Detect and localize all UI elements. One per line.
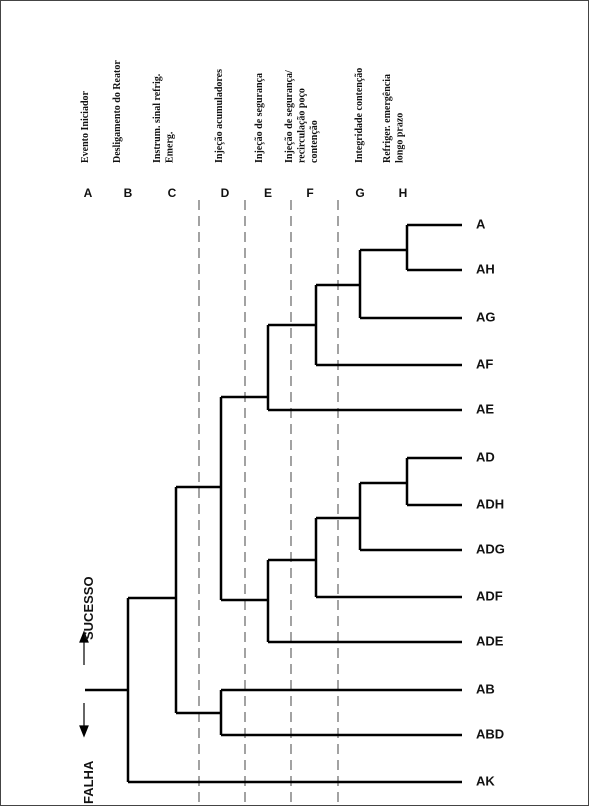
- success-label: SUCESSO: [81, 576, 96, 640]
- outcome-label: ABD: [476, 726, 504, 741]
- column-letter: F: [306, 186, 313, 200]
- column-letter: E: [264, 186, 272, 200]
- outcome-labels: A AH AG AF AE AD ADH ADG ADF ADE AB ABD AK: [476, 216, 505, 788]
- column-header: Refriger. emergência: [382, 74, 393, 163]
- column-header: Injeção de segurança/: [284, 70, 295, 163]
- direction-arrows: [79, 630, 89, 738]
- column-header: longo prazo: [395, 113, 406, 163]
- outcome-label: AF: [476, 356, 493, 371]
- column-header: Injeção de segurança: [254, 73, 265, 163]
- column-header: Emerg.: [165, 131, 176, 163]
- outcome-label: AB: [476, 681, 495, 696]
- column-header: Instrum. sinal refrig.: [152, 73, 163, 163]
- column-header: Injeção acumuladores: [214, 69, 225, 163]
- outcome-label: ADE: [476, 633, 504, 648]
- column-headers: Evento Iniciador A Desligamento do Reator B…: [80, 60, 407, 200]
- outcome-label: AE: [476, 401, 494, 416]
- outcome-label: ADF: [476, 588, 503, 603]
- column-letter: C: [168, 186, 177, 200]
- column-header: recirculação poço: [297, 88, 308, 163]
- column-letter: H: [399, 186, 408, 200]
- column-header: Integridade contenção: [354, 68, 365, 163]
- dashed-dividers: [198, 200, 339, 804]
- column-letter: D: [221, 186, 230, 200]
- column-header: Desligamento do Reator: [112, 60, 123, 163]
- tree-branches: [85, 223, 462, 784]
- column-header: Evento Iniciador: [80, 90, 91, 163]
- column-letter: G: [355, 186, 364, 200]
- outcome-label: AG: [476, 309, 496, 324]
- outcome-label: AH: [476, 261, 495, 276]
- column-header: contenção: [309, 120, 320, 163]
- outcome-label: ADG: [476, 541, 505, 556]
- column-letter: B: [124, 186, 133, 200]
- outcome-label: ADH: [476, 496, 504, 511]
- outcome-label: AD: [476, 449, 495, 464]
- failure-label: FALHA: [81, 760, 96, 804]
- outcome-label: A: [476, 216, 486, 231]
- column-letter: A: [84, 186, 93, 200]
- outcome-label: AK: [476, 773, 495, 788]
